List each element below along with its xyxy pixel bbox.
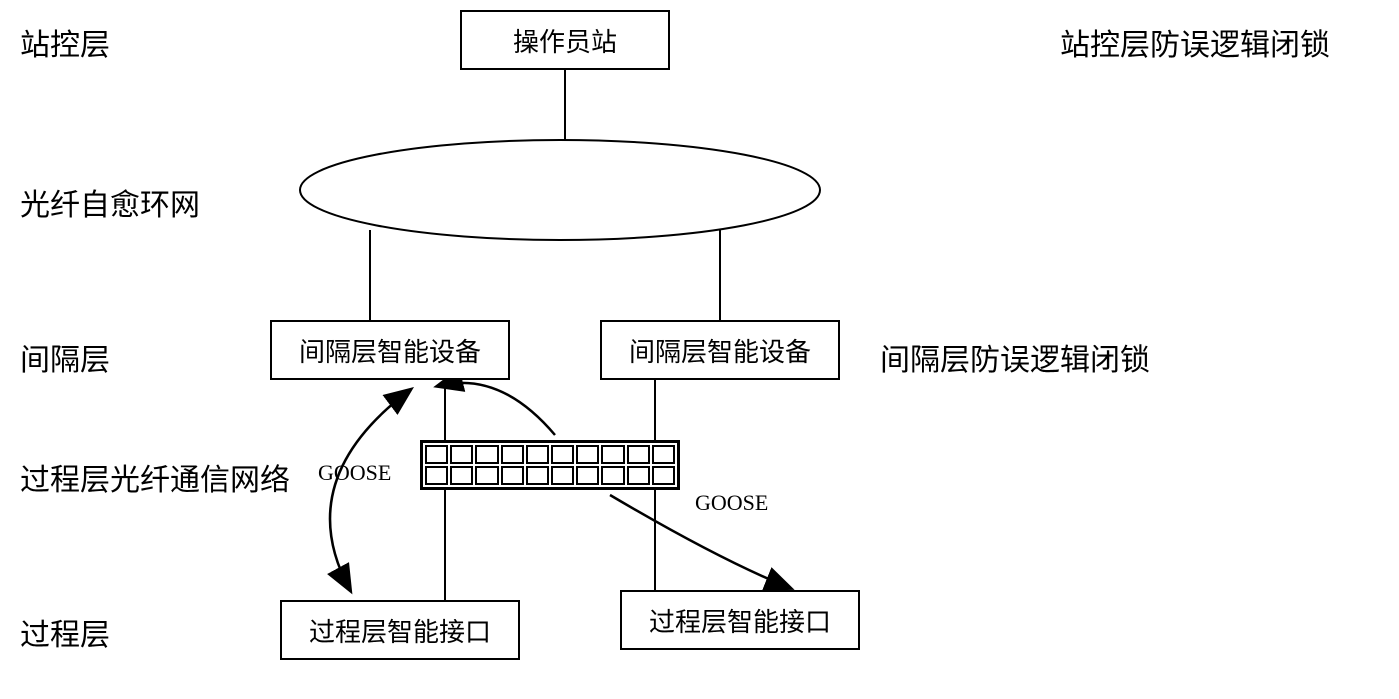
switch-port xyxy=(501,466,524,485)
switch-port xyxy=(450,445,473,464)
network-switch xyxy=(420,440,680,490)
process-iface-right-text: 过程层智能接口 xyxy=(649,602,831,639)
switch-port xyxy=(475,445,498,464)
bay-device-right-box: 间隔层智能设备 xyxy=(600,320,840,380)
switch-port xyxy=(526,466,549,485)
ring-network-ellipse xyxy=(300,140,820,240)
switch-port xyxy=(475,466,498,485)
switch-port xyxy=(551,445,574,464)
operator-station-box: 操作员站 xyxy=(460,10,670,70)
label-process-fiber-net: 过程层光纤通信网络 xyxy=(20,455,290,499)
goose-label-right: GOOSE xyxy=(695,490,768,516)
switch-port xyxy=(425,466,448,485)
switch-port xyxy=(425,445,448,464)
bay-device-left-box: 间隔层智能设备 xyxy=(270,320,510,380)
operator-station-text: 操作员站 xyxy=(513,22,617,59)
switch-port xyxy=(576,466,599,485)
label-fiber-ring: 光纤自愈环网 xyxy=(20,180,200,224)
switch-port xyxy=(450,466,473,485)
goose-arrow-up xyxy=(438,383,555,435)
label-station-layer: 站控层 xyxy=(20,20,110,64)
switch-port xyxy=(601,466,624,485)
label-bay-layer: 间隔层 xyxy=(20,335,110,379)
switch-port xyxy=(551,466,574,485)
process-iface-right-box: 过程层智能接口 xyxy=(620,590,860,650)
switch-port xyxy=(627,445,650,464)
switch-port xyxy=(576,445,599,464)
bay-device-right-text: 间隔层智能设备 xyxy=(629,332,811,369)
goose-arrow-left xyxy=(330,390,410,590)
switch-port xyxy=(652,445,675,464)
bay-device-left-text: 间隔层智能设备 xyxy=(299,332,481,369)
switch-port xyxy=(627,466,650,485)
label-bay-interlock: 间隔层防误逻辑闭锁 xyxy=(880,335,1150,379)
switch-port xyxy=(601,445,624,464)
label-process-layer: 过程层 xyxy=(20,610,110,654)
switch-port xyxy=(652,466,675,485)
switch-port xyxy=(526,445,549,464)
process-iface-left-box: 过程层智能接口 xyxy=(280,600,520,660)
goose-label-left: GOOSE xyxy=(318,460,391,486)
label-station-interlock: 站控层防误逻辑闭锁 xyxy=(1060,20,1330,64)
process-iface-left-text: 过程层智能接口 xyxy=(309,612,491,649)
switch-port xyxy=(501,445,524,464)
